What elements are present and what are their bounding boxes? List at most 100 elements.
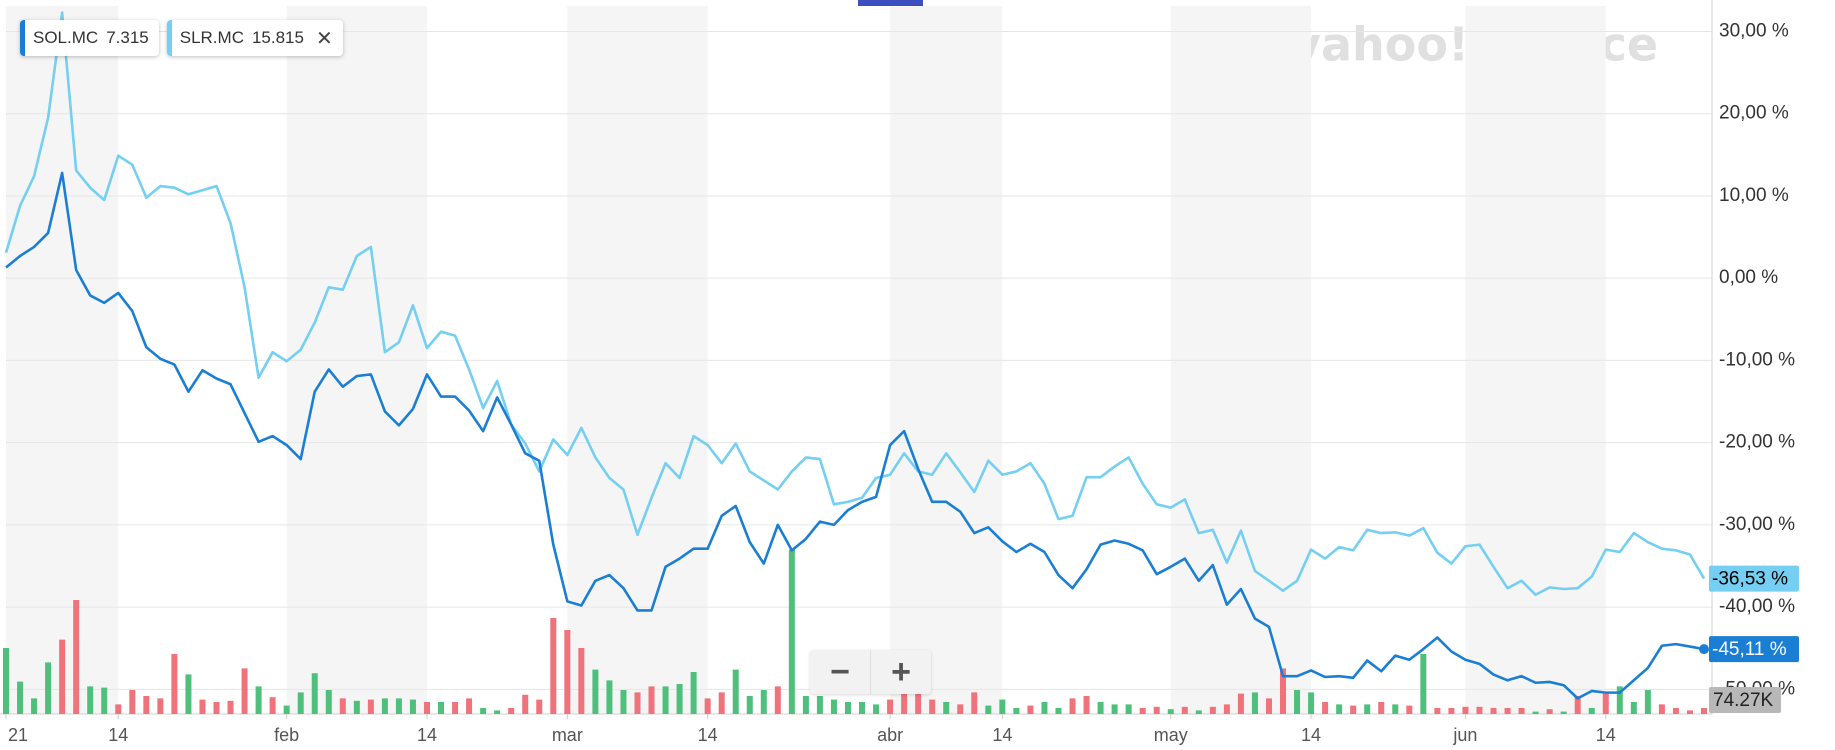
volume-bar xyxy=(143,696,150,714)
volume-bar xyxy=(269,697,276,714)
volume-bar xyxy=(943,702,950,714)
y-tick-label: -20,00 % xyxy=(1719,432,1795,453)
volume-bar xyxy=(1139,708,1146,714)
volume-bar xyxy=(760,690,767,714)
volume-bar xyxy=(3,648,9,714)
volume-bar xyxy=(1350,705,1357,714)
x-tick-label: 14 xyxy=(992,725,1012,745)
volume-bar xyxy=(353,700,360,714)
volume-bar xyxy=(466,698,473,714)
volume-bar xyxy=(339,698,346,714)
x-tick-label: 14 xyxy=(417,725,437,745)
volume-bar xyxy=(746,696,753,714)
y-tick-label: 0,00 % xyxy=(1719,267,1778,288)
volume-bar xyxy=(297,692,304,714)
volume-bar xyxy=(999,699,1006,714)
volume-bar xyxy=(101,687,108,714)
volume-bar xyxy=(1644,690,1651,714)
volume-bar xyxy=(1027,705,1034,714)
zoom-out-button[interactable]: − xyxy=(830,652,850,691)
volume-bar xyxy=(578,648,585,714)
volume-bar xyxy=(1069,698,1076,714)
volume-bar xyxy=(648,686,655,714)
legend-name: SLR.MC xyxy=(179,28,244,47)
volume-bar xyxy=(1083,696,1090,714)
volume-bar xyxy=(409,699,416,714)
series-line xyxy=(5,171,1705,700)
volume-bar xyxy=(1672,708,1679,714)
volume-bar xyxy=(227,700,234,714)
volume-bar xyxy=(550,618,557,714)
remove-comparison-button[interactable]: ✕ xyxy=(315,27,333,50)
volume-bar xyxy=(985,705,992,714)
volume-bar xyxy=(171,654,178,714)
volume-bar xyxy=(1364,704,1371,714)
value-tag xyxy=(1709,565,1799,592)
y-tick-label: 20,00 % xyxy=(1719,103,1789,124)
volume-bar xyxy=(1462,706,1469,714)
legend-item: SLR.MC 15.815 ✕ xyxy=(166,20,343,56)
x-tick-label: jun xyxy=(1452,725,1477,745)
volume-bar xyxy=(606,680,613,714)
volume-bar xyxy=(508,708,515,714)
volume-bar xyxy=(283,705,290,714)
x-tick-label: feb xyxy=(274,725,299,745)
value-tag-label: -45,11 % xyxy=(1712,639,1787,660)
volume-bar xyxy=(1336,704,1343,714)
volume-bar xyxy=(59,639,66,714)
volume-bar xyxy=(213,702,220,714)
volume-bar xyxy=(185,674,192,714)
volume-bar xyxy=(718,692,725,714)
volume-bar xyxy=(1476,706,1483,714)
volume-bar xyxy=(1195,710,1202,714)
volume-bar xyxy=(887,699,894,714)
volume-bar xyxy=(87,686,94,714)
volume-bar xyxy=(802,696,809,714)
x-tick-label: 14 xyxy=(698,725,718,745)
volume-bar xyxy=(1181,706,1188,714)
volume-bar xyxy=(1125,704,1132,714)
volume-bar xyxy=(676,684,683,714)
volume-bar xyxy=(1237,693,1244,714)
volume-bar xyxy=(704,698,711,714)
volume-bar xyxy=(45,662,52,714)
zoom-in-button[interactable]: + xyxy=(870,650,931,694)
volume-bar xyxy=(255,686,262,714)
y-tick-label: 10,00 % xyxy=(1719,185,1789,206)
volume-bar xyxy=(1490,708,1497,714)
volume-bar xyxy=(31,698,38,714)
series-line xyxy=(4,11,1706,597)
y-tick-label: 30,00 % xyxy=(1719,21,1789,42)
volume-bar xyxy=(1532,711,1539,714)
volume-bar xyxy=(241,668,248,714)
volume-bar xyxy=(423,702,430,714)
volume-bar xyxy=(662,686,669,714)
volume-bar xyxy=(929,699,936,714)
volume-bar xyxy=(1588,708,1595,714)
volume-bar xyxy=(1546,709,1553,714)
volume-bar xyxy=(157,698,164,714)
volume-bar xyxy=(1055,708,1062,714)
volume-bar xyxy=(311,673,318,714)
volume-bar xyxy=(522,694,529,714)
volume-bar xyxy=(816,696,823,714)
volume-bar xyxy=(1448,708,1455,714)
volume-bar xyxy=(1392,704,1399,714)
volume-bar xyxy=(915,687,922,714)
legend-price: 7.315 xyxy=(106,28,149,47)
legend-price: 15.815 xyxy=(251,28,304,47)
volume-bar xyxy=(129,690,136,714)
y-tick-label: -40,00 % xyxy=(1719,596,1795,617)
volume-bar xyxy=(1280,668,1287,714)
volume-bar xyxy=(1111,704,1118,714)
volume-bar xyxy=(1560,711,1567,714)
volume-bar xyxy=(1434,708,1441,714)
legend-swatch xyxy=(166,20,172,56)
legend-swatch xyxy=(20,20,25,56)
volume-bar xyxy=(873,704,880,714)
background-layer xyxy=(0,0,1713,715)
volume-bar xyxy=(1658,704,1665,714)
volume-bar xyxy=(1209,706,1216,714)
volume-bar xyxy=(1223,704,1230,714)
